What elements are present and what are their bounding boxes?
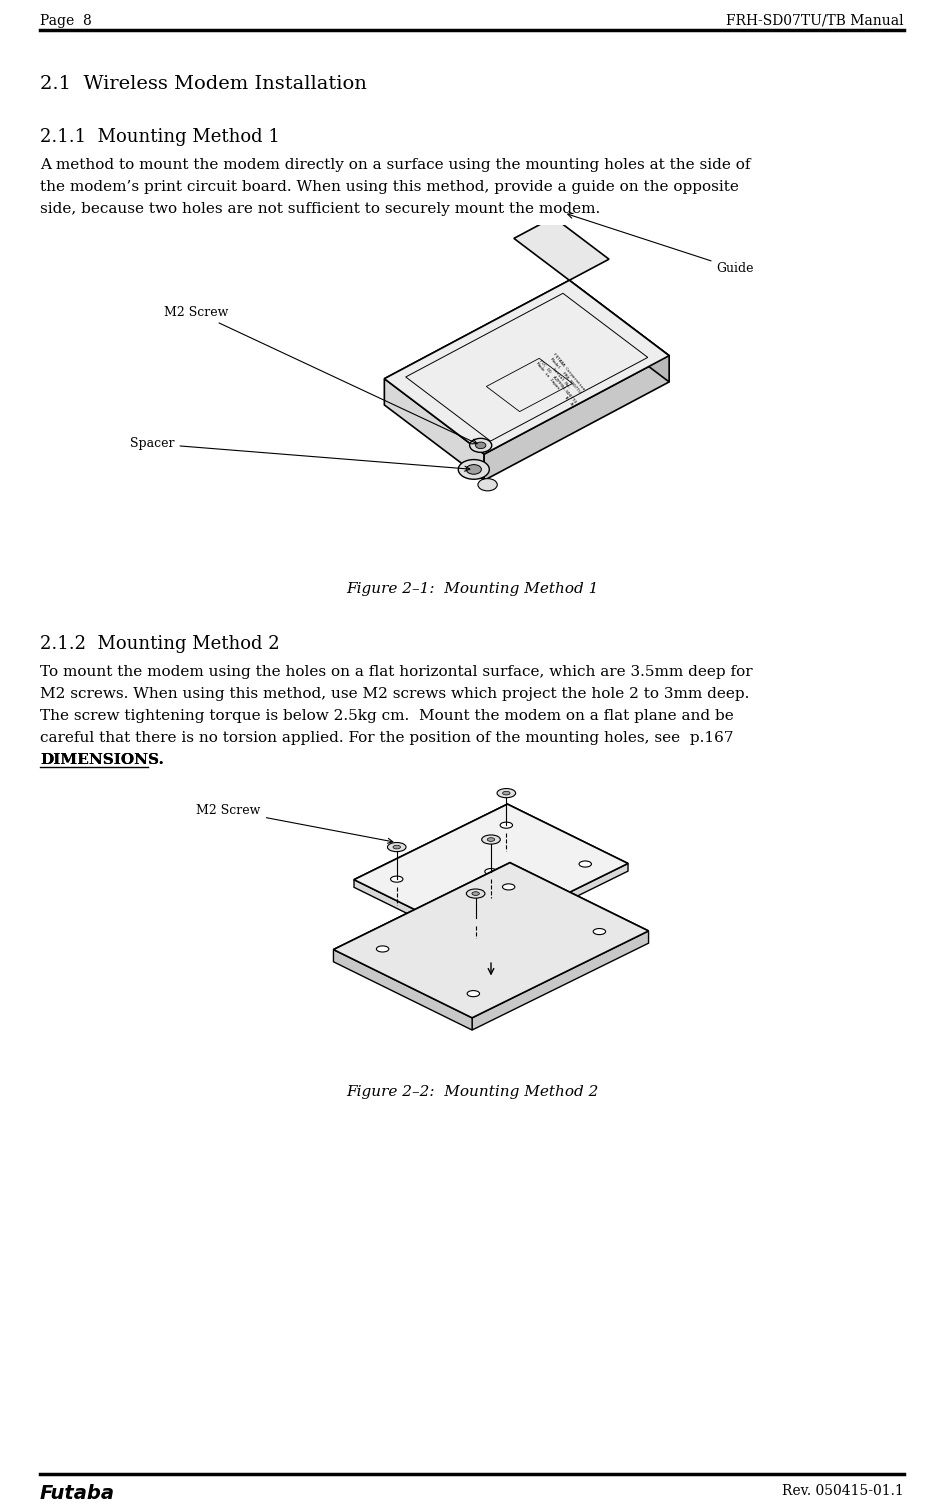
Polygon shape [384, 280, 669, 454]
Text: the modem’s print circuit board. When using this method, provide a guide on the : the modem’s print circuit board. When us… [40, 179, 739, 194]
Circle shape [502, 791, 510, 796]
Polygon shape [384, 280, 669, 454]
Polygon shape [569, 280, 669, 381]
Circle shape [485, 868, 497, 874]
Text: careful that there is no torsion applied. For the position of the mounting holes: careful that there is no torsion applied… [40, 731, 733, 744]
Text: Futaba: Futaba [40, 1484, 115, 1502]
Circle shape [466, 464, 481, 475]
Text: Spacer: Spacer [130, 437, 470, 472]
Polygon shape [333, 949, 472, 1031]
Circle shape [377, 946, 389, 952]
Text: The screw tightening torque is below 2.5kg cm.  Mount the modem on a flat plane : The screw tightening torque is below 2.5… [40, 708, 733, 723]
Polygon shape [484, 356, 669, 481]
Text: DIMENSIONS.: DIMENSIONS. [40, 754, 164, 767]
Circle shape [481, 835, 500, 844]
Circle shape [476, 442, 486, 449]
Text: 2.1.2  Mounting Method 2: 2.1.2 Mounting Method 2 [40, 634, 279, 653]
Polygon shape [472, 931, 649, 1031]
Text: Rev. 050415-01.1: Rev. 050415-01.1 [783, 1484, 904, 1498]
Text: side, because two holes are not sufficient to securely mount the modem.: side, because two holes are not sufficie… [40, 202, 600, 216]
Text: Figure 2–2:  Mounting Method 2: Figure 2–2: Mounting Method 2 [346, 1085, 598, 1099]
Text: 2.1.1  Mounting Method 1: 2.1.1 Mounting Method 1 [40, 128, 279, 146]
Circle shape [502, 883, 514, 891]
Circle shape [500, 823, 513, 829]
Circle shape [497, 788, 515, 797]
Circle shape [579, 860, 592, 867]
Text: Guide: Guide [567, 214, 754, 276]
Circle shape [391, 876, 403, 882]
Text: Page  8: Page 8 [40, 14, 92, 29]
Text: DIMENSIONS.: DIMENSIONS. [40, 754, 164, 767]
Text: Figure 2–1:  Mounting Method 1: Figure 2–1: Mounting Method 1 [346, 582, 598, 595]
Text: M2 screws. When using this method, use M2 screws which project the hole 2 to 3mm: M2 screws. When using this method, use M… [40, 687, 750, 701]
Circle shape [393, 845, 400, 848]
Polygon shape [333, 862, 649, 1017]
Polygon shape [333, 862, 649, 1017]
Text: M2 Screw: M2 Screw [164, 306, 477, 443]
Circle shape [478, 479, 497, 491]
Polygon shape [475, 864, 628, 946]
Polygon shape [354, 805, 628, 939]
Circle shape [387, 842, 406, 851]
Polygon shape [354, 805, 628, 939]
Polygon shape [354, 880, 475, 946]
Text: FUTABA Corporation
Model  FRH-SD07TU
Serial No.
FCC ID  AZPFRH-SD07TU
Made in Ja: FUTABA Corporation Model FRH-SD07TU Seri… [535, 350, 587, 407]
Circle shape [466, 889, 485, 898]
Circle shape [469, 915, 481, 921]
Text: A method to mount the modem directly on a surface using the mounting holes at th: A method to mount the modem directly on … [40, 158, 750, 172]
Text: M2 Screw: M2 Screw [196, 805, 393, 844]
Text: 2.1  Wireless Modem Installation: 2.1 Wireless Modem Installation [40, 75, 367, 93]
Circle shape [593, 928, 606, 934]
Text: To mount the modem using the holes on a flat horizontal surface, which are 3.5mm: To mount the modem using the holes on a … [40, 665, 752, 680]
Circle shape [470, 439, 492, 452]
Polygon shape [384, 378, 484, 481]
Circle shape [467, 990, 480, 996]
Circle shape [487, 838, 495, 841]
Circle shape [458, 460, 489, 479]
Polygon shape [514, 217, 609, 280]
Text: FRH-SD07TU/TB Manual: FRH-SD07TU/TB Manual [726, 14, 904, 29]
Circle shape [472, 892, 480, 895]
